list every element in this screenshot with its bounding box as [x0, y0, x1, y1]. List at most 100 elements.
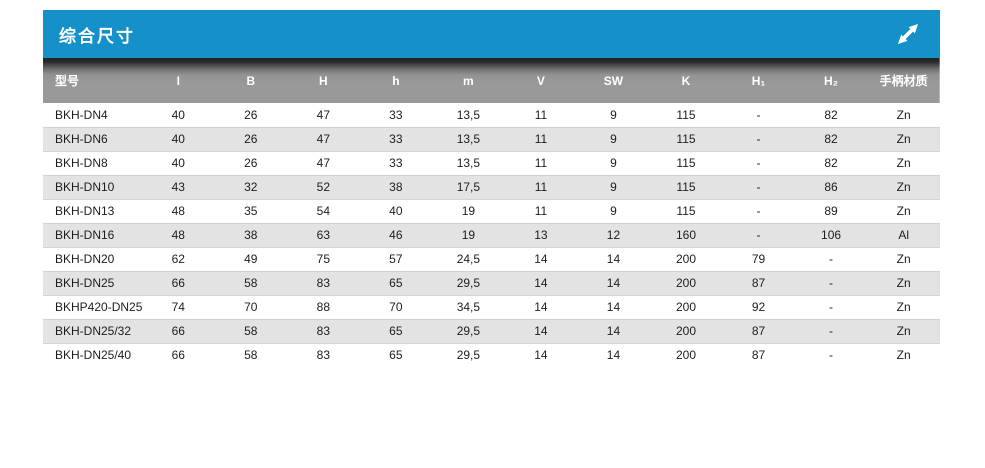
- value-cell: 58: [244, 324, 258, 338]
- value-cell: 58: [244, 348, 258, 363]
- value-cell: 33: [389, 107, 403, 122]
- value-cell: 49: [244, 252, 258, 266]
- value-cell: 29,5: [456, 324, 481, 338]
- value-cell: Zn: [896, 348, 911, 363]
- value-cell: 200: [675, 348, 696, 363]
- value-cell: Zn: [896, 324, 911, 338]
- value-cell: 70: [244, 300, 258, 314]
- table-row: BKH-DN25 66 58 83 65 29,5 14 14 200 87 - Zn: [43, 271, 940, 295]
- value-cell: 200: [675, 276, 696, 290]
- value-cell: 63: [316, 228, 330, 242]
- column-header: 手柄材质: [879, 74, 928, 88]
- value-cell: 13: [534, 228, 548, 242]
- value-cell: 14: [606, 324, 621, 338]
- table-row: BKH-DN4 40 26 47 33 13,5 11 9 115 - 82 Zn: [43, 103, 940, 127]
- panel-title-bar: 综合尺寸: [43, 10, 940, 58]
- table-row: BKH-DN8 40 26 47 33 13,5 11 9 115 - 82 Zn: [43, 151, 940, 175]
- value-cell: 9: [610, 132, 617, 146]
- table-row: BKH-DN25/40 66 58 83 65 29,5 14 14 200 87 - Zn: [43, 343, 940, 367]
- value-cell: 47: [316, 107, 330, 122]
- value-cell: 79: [751, 252, 766, 266]
- model-cell: BKH-DN8: [55, 156, 108, 170]
- value-cell: 47: [316, 132, 330, 146]
- value-cell: 34,5: [456, 300, 481, 314]
- value-cell: 11: [534, 180, 548, 194]
- value-cell: -: [829, 324, 834, 338]
- value-cell: Zn: [896, 180, 911, 194]
- value-cell: 87: [751, 324, 766, 338]
- column-header: h: [392, 73, 400, 88]
- value-cell: 32: [244, 180, 258, 194]
- value-cell: 13,5: [456, 107, 481, 122]
- value-cell: 9: [610, 156, 617, 170]
- value-cell: 57: [389, 252, 403, 266]
- value-cell: 40: [171, 132, 185, 146]
- value-cell: 83: [316, 348, 330, 363]
- model-cell: BKH-DN6: [55, 132, 108, 146]
- model-cell: BKH-DN10: [55, 180, 115, 194]
- column-header: H₂: [824, 73, 839, 88]
- value-cell: 14: [534, 252, 548, 266]
- value-cell: 40: [171, 156, 185, 170]
- value-cell: 13,5: [456, 132, 481, 146]
- value-cell: 29,5: [456, 348, 481, 363]
- value-cell: 115: [676, 107, 696, 122]
- column-header: H₁: [751, 73, 766, 88]
- table-row: BKH-DN20 62 49 75 57 24,5 14 14 200 79 - Zn: [43, 247, 940, 271]
- value-cell: 19: [461, 228, 476, 242]
- value-cell: 46: [389, 228, 403, 242]
- model-cell: BKHP420-DN25: [55, 300, 142, 314]
- diagonal-resize-arrow-icon: [893, 19, 923, 49]
- table-row: BKHP420-DN25 74 70 88 70 34,5 14 14 200 92 - Zn: [43, 295, 940, 319]
- value-cell: 13,5: [456, 156, 481, 170]
- value-cell: 14: [534, 300, 548, 314]
- value-cell: Zn: [896, 204, 911, 218]
- value-cell: Zn: [896, 252, 911, 266]
- value-cell: 43: [171, 180, 185, 194]
- column-header: V: [536, 73, 545, 88]
- value-cell: 58: [244, 276, 258, 290]
- value-cell: 29,5: [456, 276, 481, 290]
- column-header: SW: [603, 73, 624, 88]
- value-cell: -: [829, 252, 834, 266]
- value-cell: 106: [821, 228, 842, 242]
- value-cell: 14: [606, 276, 621, 290]
- value-cell: 26: [244, 107, 258, 122]
- value-cell: 200: [675, 300, 696, 314]
- value-cell: 26: [244, 132, 258, 146]
- expand-button[interactable]: [892, 18, 924, 50]
- table-row: BKH-DN16 48 38 63 46 19 13 12 160 - 106 Al: [43, 223, 940, 247]
- value-cell: 35: [244, 204, 258, 218]
- value-cell: 33: [389, 156, 403, 170]
- value-cell: 54: [316, 204, 330, 218]
- value-cell: 66: [171, 348, 185, 363]
- value-cell: 14: [606, 300, 621, 314]
- value-cell: 14: [534, 276, 548, 290]
- value-cell: 82: [824, 132, 838, 146]
- model-cell: BKH-DN4: [55, 107, 108, 122]
- value-cell: 115: [676, 180, 696, 194]
- value-cell: 115: [676, 204, 696, 218]
- value-cell: 33: [389, 132, 403, 146]
- value-cell: 82: [824, 107, 838, 122]
- value-cell: Al: [898, 228, 909, 242]
- column-header: I: [176, 73, 180, 88]
- value-cell: 11: [534, 132, 548, 146]
- value-cell: 9: [610, 107, 617, 122]
- table-row: BKH-DN25/32 66 58 83 65 29,5 14 14 200 87 - Zn: [43, 319, 940, 343]
- value-cell: Zn: [896, 276, 911, 290]
- value-cell: Zn: [896, 300, 911, 314]
- value-cell: 17,5: [456, 180, 481, 194]
- value-cell: Zn: [896, 156, 911, 170]
- value-cell: -: [756, 180, 761, 194]
- value-cell: 24,5: [456, 252, 481, 266]
- value-cell: 65: [389, 276, 403, 290]
- value-cell: 11: [534, 204, 548, 218]
- value-cell: -: [829, 276, 834, 290]
- column-header: K: [681, 73, 691, 88]
- value-cell: 62: [171, 252, 185, 266]
- table-body: BKH-DN4 40 26 47 33 13,5 11 9 115 - 82 Zn BKH-DN6 40 2…: [43, 103, 940, 367]
- value-cell: 38: [389, 180, 403, 194]
